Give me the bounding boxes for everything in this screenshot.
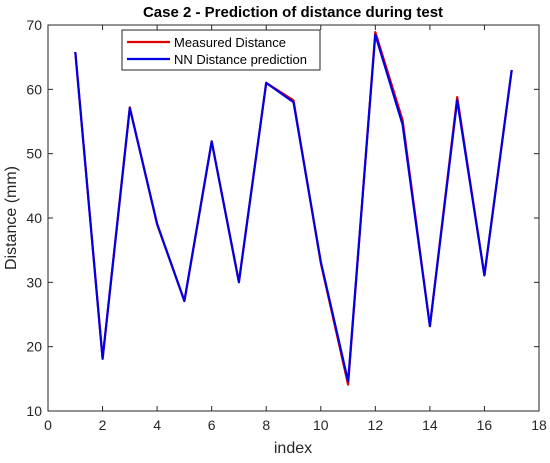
x-axis: 0 2 4 6 8 10 12 14 16 18 bbox=[44, 25, 547, 433]
x-tick-label: 6 bbox=[208, 417, 216, 433]
y-tick-label: 40 bbox=[26, 210, 42, 226]
plot-area bbox=[47, 24, 540, 412]
y-tick-label: 20 bbox=[26, 339, 42, 355]
x-tick-label: 8 bbox=[262, 417, 270, 433]
x-tick-label: 12 bbox=[368, 417, 384, 433]
x-tick-label: 10 bbox=[313, 417, 329, 433]
y-tick-label: 30 bbox=[26, 274, 42, 290]
y-tick-label: 50 bbox=[26, 146, 42, 162]
x-axis-title: index bbox=[274, 440, 312, 457]
y-tick-label: 10 bbox=[26, 403, 42, 419]
x-tick-label: 0 bbox=[44, 417, 52, 433]
legend-label-nn-distance-prediction: NN Distance prediction bbox=[174, 52, 307, 67]
legend-box bbox=[121, 29, 321, 71]
series-layer bbox=[74, 30, 513, 386]
series-line-nn-distance-prediction bbox=[74, 33, 513, 383]
y-tick-label: 60 bbox=[26, 81, 42, 97]
y-tick-label: 70 bbox=[26, 17, 42, 33]
y-axis-title: Distance (mm) bbox=[3, 166, 20, 270]
x-tick-label: 16 bbox=[477, 417, 493, 433]
legend: Measured Distance NN Distance prediction bbox=[121, 29, 321, 71]
legend-label-measured-distance: Measured Distance bbox=[174, 35, 286, 50]
x-tick-label: 4 bbox=[153, 417, 161, 433]
x-tick-label: 14 bbox=[422, 417, 438, 433]
y-axis: 10 20 30 40 50 60 70 bbox=[26, 17, 539, 419]
chart-title: Case 2 - Prediction of distance during t… bbox=[143, 4, 443, 21]
x-tick-label: 2 bbox=[99, 417, 107, 433]
x-tick-label: 18 bbox=[531, 417, 547, 433]
